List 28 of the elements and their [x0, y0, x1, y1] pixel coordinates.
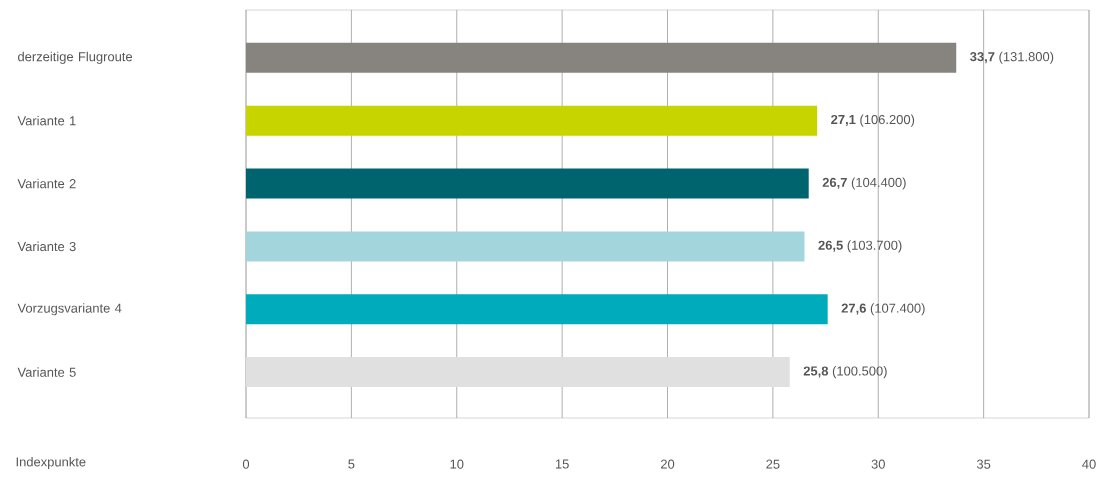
bar — [246, 294, 828, 325]
x-tick-label: 15 — [555, 459, 569, 469]
x-tick-label: 25 — [766, 459, 780, 469]
bar — [246, 42, 957, 73]
bar — [246, 105, 818, 136]
x-tick-label: 0 — [242, 459, 250, 469]
y-tick-label: derzeitige Flugroute — [18, 51, 133, 64]
x-tick-label: 20 — [660, 459, 675, 469]
y-tick-label: Vorzugsvariante 4 — [17, 303, 122, 316]
y-tick-label: Variante 3 — [17, 241, 76, 252]
x-tick-label: 35 — [976, 459, 991, 469]
data-label: 27,6 (107.400) — [841, 303, 925, 316]
x-tick-label: 10 — [450, 459, 464, 469]
data-label: 26,7 (104.400) — [822, 177, 906, 190]
bar — [246, 231, 805, 262]
x-tick-label: 30 — [871, 459, 885, 469]
x-tick-label: 40 — [1082, 459, 1096, 469]
y-tick-label: Variante 5 — [17, 367, 76, 377]
data-label: 33,7 (131.800) — [970, 51, 1054, 64]
y-tick-label: Variante 1 — [17, 115, 76, 126]
bar — [246, 168, 809, 199]
y-tick-label: Variante 2 — [17, 178, 76, 189]
bar — [246, 357, 790, 388]
x-tick-label: 5 — [348, 459, 355, 469]
data-label: 26,5 (103.700) — [818, 240, 902, 253]
data-label: 27,1 (106.200) — [831, 114, 915, 127]
data-label: 25,8 (100.500) — [803, 366, 887, 379]
x-axis-title: Indexpunkte — [16, 456, 86, 470]
